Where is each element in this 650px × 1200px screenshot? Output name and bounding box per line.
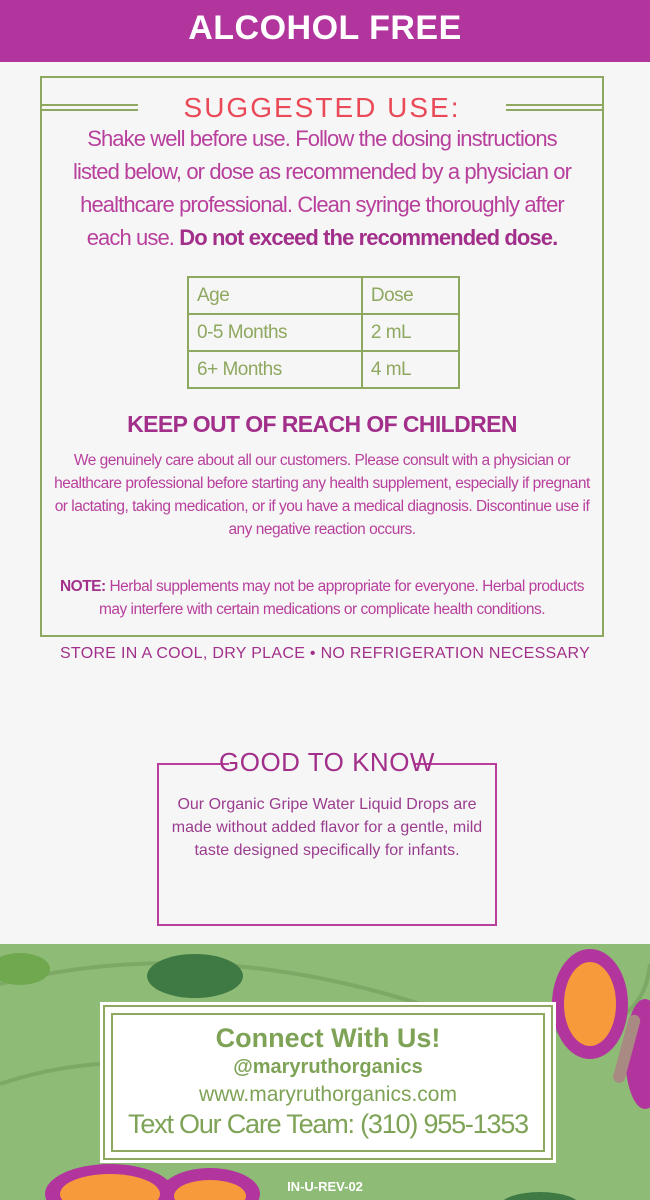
instructions: Shake well before use. Follow the dosing… <box>72 126 572 250</box>
table-header-row: Age Dose <box>187 276 461 315</box>
divider <box>506 104 602 111</box>
dose-warning: Do not exceed the recommended dose. <box>179 225 558 250</box>
good-to-know-box: GOOD TO KNOW Our Organic Gripe Water Liq… <box>157 747 497 926</box>
table-row: 0-5 Months 2 mL <box>187 313 461 352</box>
suggested-use-box: SUGGESTED USE: Shake well before use. Fo… <box>40 76 604 637</box>
connect-inner: Connect With Us! @maryruthorganics www.m… <box>111 1013 545 1152</box>
header-age: Age <box>187 276 363 315</box>
butterfly-icon <box>45 1164 260 1200</box>
website: www.maryruthorganics.com <box>199 1083 457 1106</box>
note-label: NOTE: <box>59 578 106 595</box>
divider <box>159 763 229 765</box>
note-text: Herbal supplements may not be appropriat… <box>98 578 585 618</box>
leaf-icon <box>147 954 243 998</box>
good-to-know-title: GOOD TO KNOW <box>219 747 435 777</box>
storage-instructions: STORE IN A COOL, DRY PLACE • NO REFRIGER… <box>59 645 591 662</box>
warning-title: KEEP OUT OF REACH OF CHILDREN <box>127 411 517 437</box>
butterfly-icon <box>552 949 650 1109</box>
suggested-use-text: Shake well before use. Follow the dosing… <box>62 122 582 254</box>
dosing-table: Age Dose 0-5 Months 2 mL 6+ Months 4 mL <box>187 276 461 389</box>
note: NOTE: Herbal supplements may not be appr… <box>52 575 592 621</box>
cell-age: 0-5 Months <box>187 313 363 352</box>
connect-box: Connect With Us! @maryruthorganics www.m… <box>100 1002 556 1163</box>
leaf-icon <box>0 953 50 985</box>
cell-dose: 2 mL <box>360 313 461 352</box>
connect-title: Connect With Us! <box>215 1023 441 1053</box>
warning-text: We genuinely care about all our customer… <box>54 452 590 538</box>
table-row: 6+ Months 4 mL <box>187 350 461 389</box>
divider <box>415 763 495 765</box>
phone: Text Our Care Team: (310) 955-1353 <box>128 1109 529 1139</box>
revision-code: IN-U-REV-02 <box>287 1179 363 1194</box>
social-handle: @maryruthorganics <box>233 1056 423 1078</box>
divider <box>42 104 138 111</box>
good-to-know-text: Our Organic Gripe Water Liquid Drops are… <box>171 796 483 859</box>
suggested-use-title: SUGGESTED USE: <box>183 92 461 123</box>
cell-age: 6+ Months <box>187 350 363 389</box>
leaf-icon <box>503 1192 577 1200</box>
butterfly-leaf-illustration <box>0 949 650 1200</box>
header-dose: Dose <box>360 276 461 315</box>
cell-dose: 4 mL <box>360 350 461 389</box>
alcohol-free-banner: ALCOHOL FREE <box>0 0 650 62</box>
